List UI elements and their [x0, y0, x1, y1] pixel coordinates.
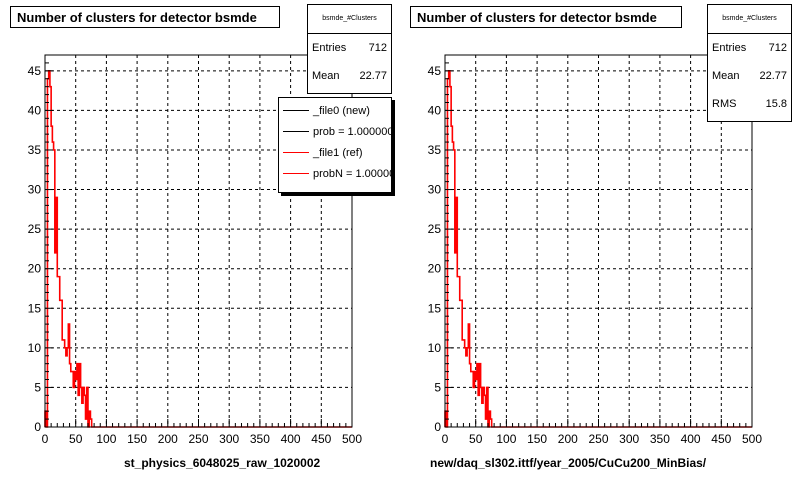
- right-mean-value: 22.77: [759, 70, 787, 82]
- right-x-axis-label: new/daq_sl302.ittf/year_2005/CuCu200_Min…: [430, 456, 707, 470]
- right-x-tick-label: 400: [681, 432, 701, 446]
- right-histogram-svg: 0 50 100 150 200 250 300 350 400 450 500 0 5 10 15 20 25…: [428, 54, 762, 446]
- left-x-tick-label: 100: [96, 432, 116, 446]
- right-y-tick-label: 5: [434, 380, 441, 394]
- right-y-tick-label: 35: [428, 143, 442, 157]
- left-y-tick-label: 30: [28, 183, 42, 197]
- right-stats-rms: RMS 15.8: [708, 90, 791, 118]
- left-plot-panel: 0 50 100 150 200 250 300 350 400 450 500 0 5 10 15 20 25…: [10, 4, 392, 470]
- right-x-tick-label: 300: [619, 432, 639, 446]
- left-x-tick-label: 0: [42, 432, 49, 446]
- left-stats-box: bsmde_#Clusters Entries 712 Mean 22.77: [307, 4, 392, 94]
- right-rms-label: RMS: [712, 98, 737, 110]
- left-y-tick-label: 35: [28, 143, 42, 157]
- right-x-tick-label: 450: [711, 432, 731, 446]
- left-x-tick-label: 500: [342, 432, 362, 446]
- left-y-tick-label: 15: [28, 301, 42, 315]
- right-stats-title: bsmde_#Clusters: [708, 5, 791, 34]
- right-x-tick-label: 250: [588, 432, 608, 446]
- legend-entry-file0: _file0 (new): [279, 100, 391, 121]
- right-y-tick-label: 0: [434, 420, 441, 434]
- left-legend: _file0 (new) prob = 1.000000 _file1 (ref…: [278, 97, 392, 193]
- left-x-tick-label: 250: [188, 432, 208, 446]
- left-x-tick-label: 400: [281, 432, 301, 446]
- left-histogram-series-0: [44, 70, 352, 428]
- right-y-tick-label: 15: [428, 301, 442, 315]
- right-entries-label: Entries: [712, 42, 747, 54]
- right-plot-title: Number of clusters for detector bsmde: [410, 6, 682, 28]
- right-x-tick-label: 500: [742, 432, 762, 446]
- left-x-tick-label: 50: [69, 432, 83, 446]
- legend-label-file0: _file0 (new): [313, 104, 370, 117]
- right-y-tick-label: 25: [428, 222, 442, 236]
- legend-label-file1: _file1 (ref): [313, 146, 363, 159]
- left-entries-label: Entries: [312, 42, 347, 54]
- left-mean-label: Mean: [312, 70, 340, 82]
- right-y-tick-label: 40: [428, 103, 442, 117]
- right-y-tick-label: 20: [428, 262, 442, 276]
- legend-entry-prob: prob = 1.000000: [279, 121, 391, 142]
- left-x-tick-label: 150: [127, 432, 147, 446]
- right-y-tick-label: 10: [428, 341, 442, 355]
- right-entries-value: 712: [768, 42, 787, 54]
- legend-line-prob: [283, 131, 309, 132]
- left-y-tick-label: 5: [34, 380, 41, 394]
- left-stats-title: bsmde_#Clusters: [308, 5, 391, 34]
- right-x-tick-label: 50: [469, 432, 483, 446]
- left-entries-value: 712: [368, 42, 387, 54]
- legend-line-file0: [283, 110, 309, 111]
- right-y-tick-label: 30: [428, 183, 442, 197]
- left-plot-title: Number of clusters for detector bsmde: [10, 6, 280, 28]
- left-stats-entries: Entries 712: [308, 34, 391, 62]
- left-x-axis-label: st_physics_6048025_raw_1020002: [124, 456, 321, 470]
- left-y-tick-label: 25: [28, 222, 42, 236]
- left-mean-value: 22.77: [359, 70, 387, 82]
- left-x-tick-label: 450: [311, 432, 331, 446]
- right-x-tick-label: 200: [558, 432, 578, 446]
- right-rms-value: 15.8: [765, 98, 787, 110]
- left-y-tick-label: 40: [28, 103, 42, 117]
- right-mean-label: Mean: [712, 70, 740, 82]
- right-x-tick-label: 150: [527, 432, 547, 446]
- legend-line-file1: [283, 152, 309, 153]
- legend-entry-probn: probN = 1.000000: [279, 163, 391, 184]
- legend-entry-file1: _file1 (ref): [279, 142, 391, 163]
- left-y-tick-label: 20: [28, 262, 42, 276]
- right-y-tick-label: 45: [428, 64, 442, 78]
- right-stats-entries: Entries 712: [708, 34, 791, 62]
- right-stats-mean: Mean 22.77: [708, 62, 791, 90]
- left-stats-mean: Mean 22.77: [308, 62, 391, 90]
- left-y-tick-label: 0: [34, 420, 41, 434]
- legend-label-prob: prob = 1.000000: [313, 125, 392, 138]
- legend-label-probn: probN = 1.000000: [313, 167, 391, 180]
- left-x-tick-label: 350: [250, 432, 270, 446]
- left-y-tick-label: 45: [28, 64, 42, 78]
- right-x-tick-label: 100: [496, 432, 516, 446]
- left-y-tick-label: 10: [28, 341, 42, 355]
- right-histogram-series-0: [444, 70, 752, 428]
- right-plot-panel: 0 50 100 150 200 250 300 350 400 450 500 0 5 10 15 20 25…: [400, 0, 800, 480]
- left-x-tick-label: 300: [219, 432, 239, 446]
- right-x-tick-label: 0: [442, 432, 449, 446]
- legend-line-probn: [283, 173, 309, 174]
- left-x-tick-label: 200: [158, 432, 178, 446]
- right-x-tick-label: 350: [650, 432, 670, 446]
- right-stats-box: bsmde_#Clusters Entries 712 Mean 22.77 R…: [707, 4, 792, 122]
